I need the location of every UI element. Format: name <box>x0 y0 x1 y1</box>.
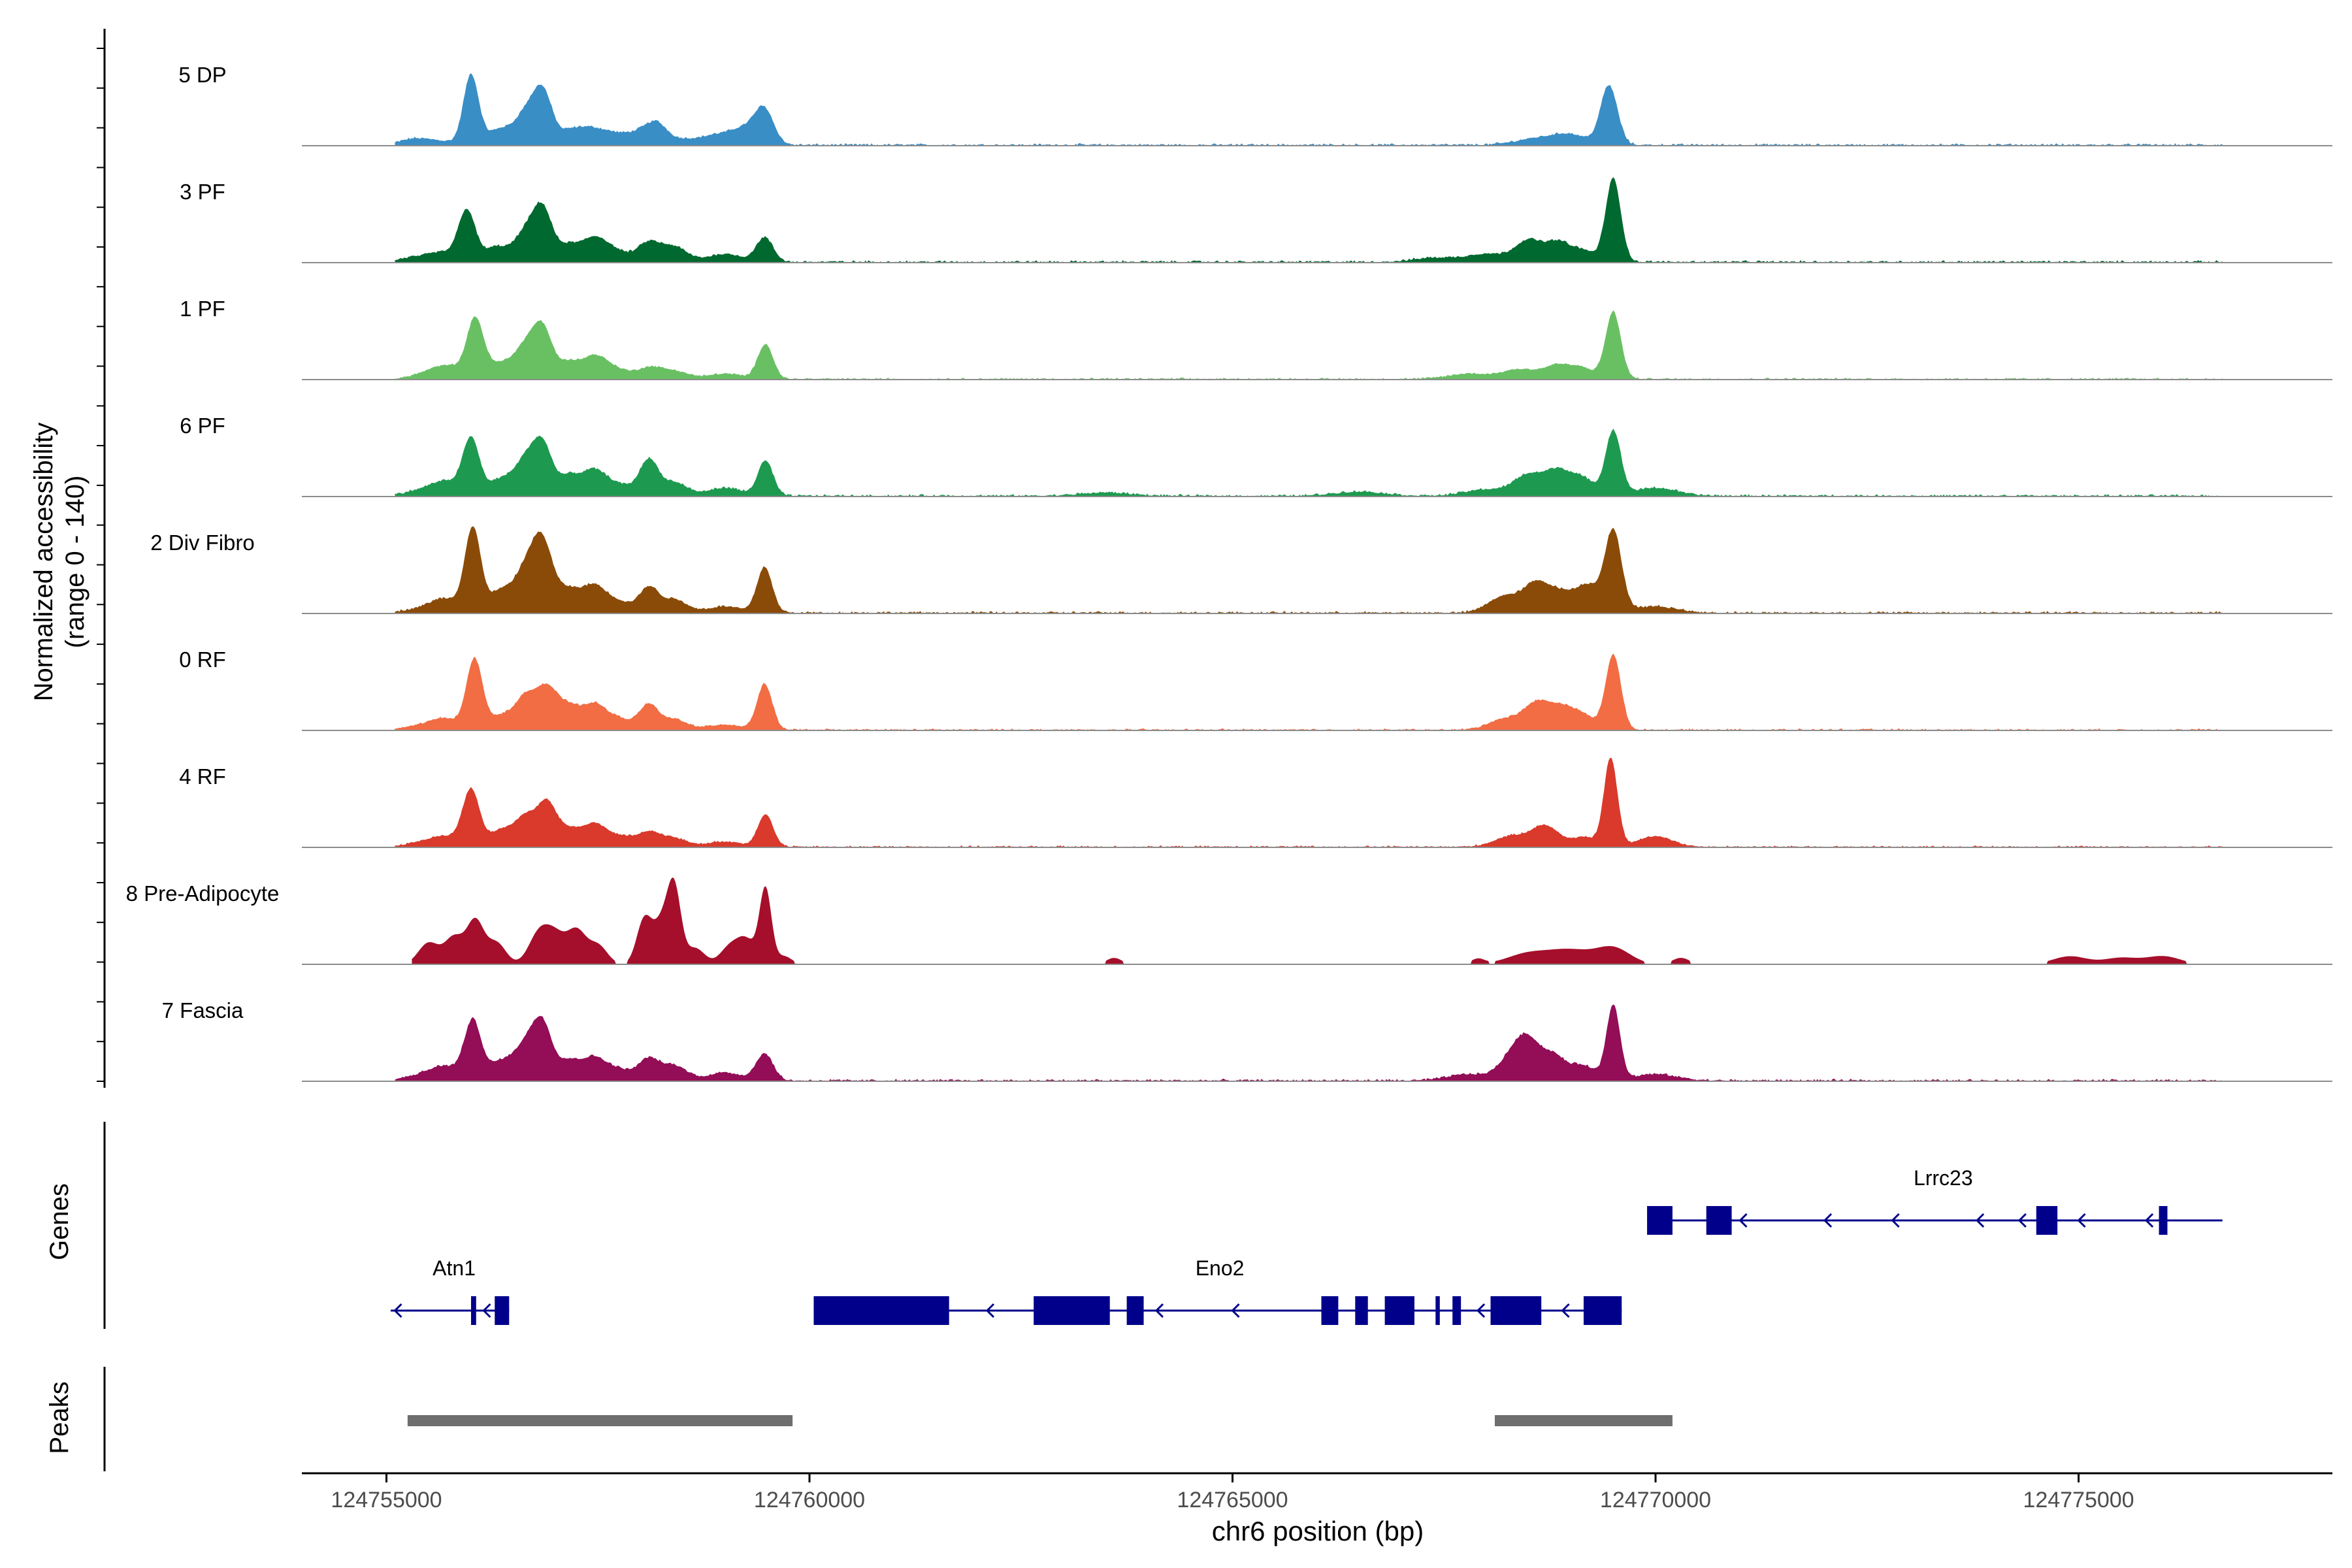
y-axis-label-line1: Normalized accessibility <box>29 423 58 702</box>
peak-region <box>407 1415 793 1426</box>
track-label: 8 Pre-Adipocyte <box>126 881 280 906</box>
peak-region <box>1494 1415 1673 1426</box>
strand-arrow <box>985 1303 995 1318</box>
gene-exon <box>1321 1296 1339 1325</box>
coverage-area-6-pf <box>395 429 2223 497</box>
gene-label-atn1: Atn1 <box>433 1256 476 1280</box>
track-8-pre-adipocyte: 8 Pre-Adipocyte <box>126 877 2332 965</box>
track-label: 1 PF <box>180 297 225 321</box>
gene-atn1: Atn1 <box>390 1256 510 1325</box>
genes-axis-label: Genes <box>45 1183 74 1260</box>
peak-track <box>407 1415 1673 1426</box>
track-2-div-fibro: 2 Div Fibro <box>150 526 2332 614</box>
gene-exon <box>471 1296 476 1325</box>
strand-arrow <box>1231 1303 1240 1318</box>
gene-exon <box>813 1296 949 1325</box>
track-label: 0 RF <box>179 647 226 672</box>
strand-arrow <box>1891 1213 1900 1228</box>
coverage-area-7-fascia <box>395 1004 2223 1081</box>
track-1-pf: 1 PF <box>180 297 2332 380</box>
gene-exon <box>1452 1296 1462 1325</box>
coverage-area-2-div-fibro <box>395 526 2223 613</box>
track-3-pf: 3 PF <box>180 177 2332 263</box>
axes: Normalized accessibility (range 0 - 140)… <box>29 29 2332 1546</box>
track-7-fascia: 7 Fascia <box>162 998 2332 1082</box>
gene-exon <box>2036 1206 2058 1235</box>
track-label: 4 RF <box>179 764 226 789</box>
strand-arrow <box>1739 1213 1748 1228</box>
strand-arrow <box>2077 1213 2086 1228</box>
strand-arrow <box>1154 1303 1164 1318</box>
x-axis-label: chr6 position (bp) <box>1212 1516 1424 1546</box>
strand-arrow <box>1476 1303 1486 1318</box>
x-tick-label: 124755000 <box>331 1488 442 1512</box>
track-label: 2 Div Fibro <box>150 531 255 555</box>
strand-arrow <box>1823 1213 1833 1228</box>
track-label: 7 Fascia <box>162 998 244 1022</box>
track-label: 3 PF <box>180 180 225 204</box>
track-6-pf: 6 PF <box>180 414 2332 497</box>
coverage-area-1-pf <box>395 310 2223 380</box>
gene-exon <box>1647 1206 1673 1235</box>
strand-arrow <box>393 1303 402 1318</box>
x-tick-label: 124760000 <box>754 1488 865 1512</box>
gene-exon <box>1384 1296 1414 1325</box>
track-label: 5 DP <box>178 63 226 87</box>
gene-exon <box>1490 1296 1542 1325</box>
track-0-rf: 0 RF <box>179 647 2332 731</box>
track-label: 6 PF <box>180 414 225 438</box>
coverage-area-4-rf <box>395 757 2223 847</box>
track-4-rf: 4 RF <box>179 757 2332 848</box>
strand-arrow <box>1561 1303 1570 1318</box>
x-tick-label: 124765000 <box>1177 1488 1288 1512</box>
gene-lrrc23: Lrrc23 <box>1647 1166 2223 1235</box>
strand-arrow <box>2144 1213 2154 1228</box>
gene-exon <box>2159 1206 2168 1235</box>
coverage-area-0-rf <box>395 653 2223 730</box>
coverage-area-8-pre-adipocyte <box>412 877 2189 964</box>
y-axis-label-line2: (range 0 - 140) <box>61 476 90 649</box>
strand-arrow <box>1975 1213 1985 1228</box>
coverage-area-3-pf <box>395 177 2223 263</box>
strand-arrow <box>482 1303 491 1318</box>
coverage-tracks: 5 DP 3 PF 1 PF 6 PF 2 Div Fibro 0 RF 4 RF 8 Pre… <box>126 63 2332 1082</box>
gene-exon <box>1435 1296 1440 1325</box>
gene-exon <box>1355 1296 1368 1325</box>
gene-eno2: Eno2 <box>813 1256 1622 1325</box>
gene-track: Atn1 Eno2 Lrrc23 <box>390 1166 2223 1325</box>
gene-exon <box>1126 1296 1144 1325</box>
gene-label-lrrc23: Lrrc23 <box>1914 1166 1973 1190</box>
gene-label-eno2: Eno2 <box>1196 1256 1245 1280</box>
strand-arrow <box>1324 1303 1333 1318</box>
gene-exon <box>1583 1296 1622 1325</box>
x-tick-label: 124770000 <box>1600 1488 1711 1512</box>
x-tick-label: 124775000 <box>2023 1488 2134 1512</box>
gene-exon <box>1706 1206 1732 1235</box>
gene-exon <box>1034 1296 1110 1325</box>
peaks-axis-label: Peaks <box>45 1381 74 1454</box>
track-5-dp: 5 DP <box>178 63 2332 146</box>
strand-arrow <box>2017 1213 2027 1228</box>
gene-exon <box>495 1296 510 1325</box>
coverage-area-5-dp <box>395 73 2223 146</box>
